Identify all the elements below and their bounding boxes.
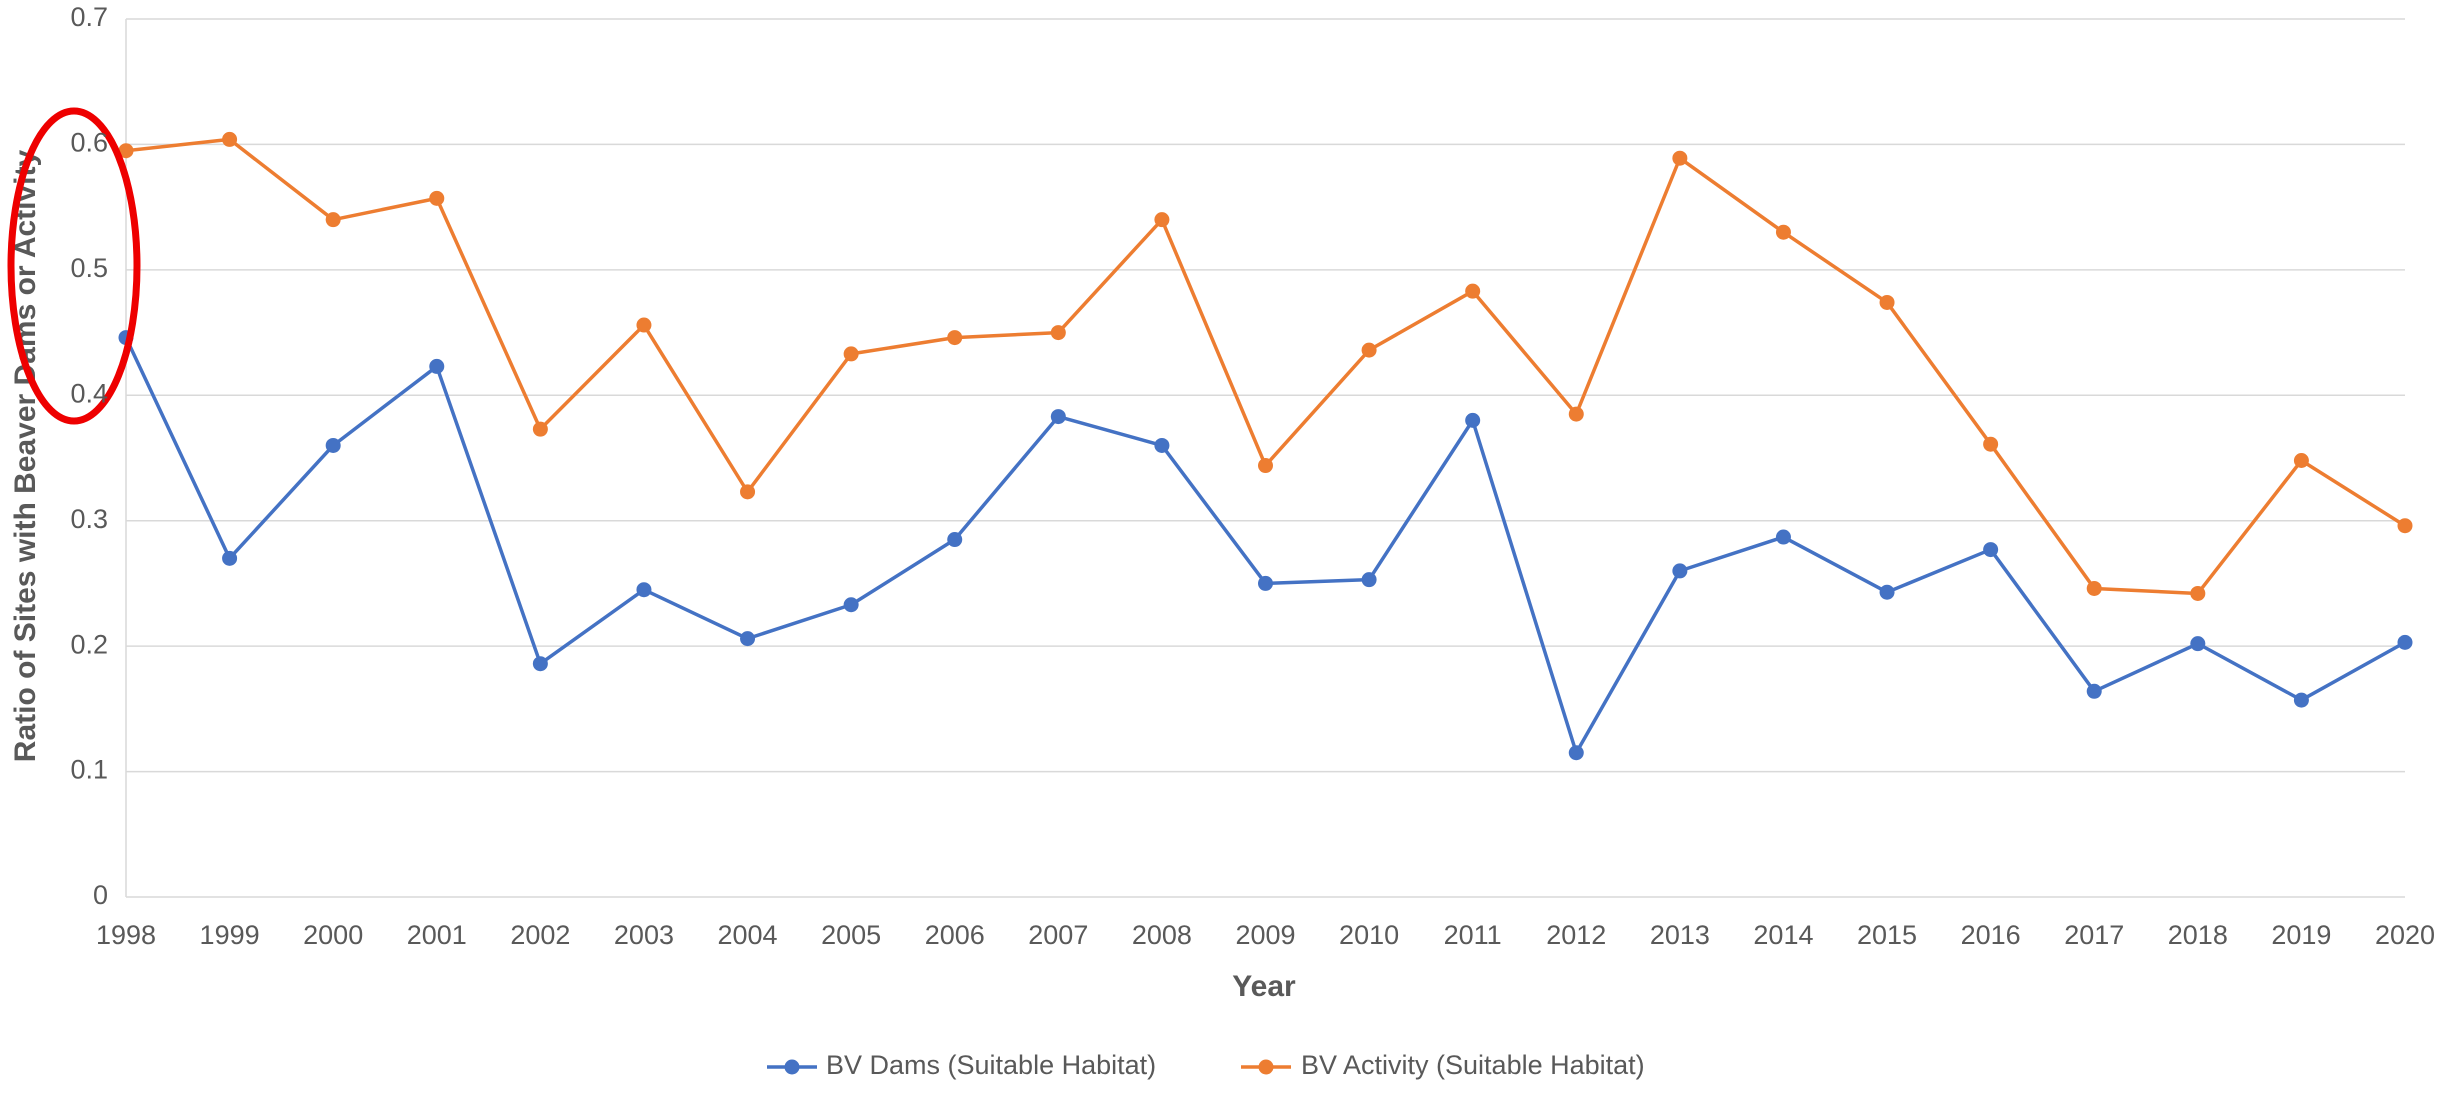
data-point [2086, 580, 2102, 596]
highlight-ellipse [7, 107, 141, 425]
data-point [1568, 406, 1584, 422]
x-tick-label: 2002 [510, 920, 570, 950]
x-tick-label: 2006 [925, 920, 985, 950]
data-point [325, 212, 341, 228]
data-point [1258, 458, 1273, 474]
y-tick-label: 0.5 [70, 253, 108, 283]
data-point [1154, 212, 1170, 228]
x-tick-label: 2003 [614, 920, 674, 950]
data-point [1983, 436, 1999, 452]
data-point [2086, 683, 2102, 699]
data-point [2293, 453, 2309, 469]
data-point [2190, 585, 2206, 601]
x-tick-label: 1999 [200, 920, 260, 950]
x-tick-label: 1998 [96, 920, 156, 950]
data-point [1154, 437, 1170, 453]
x-tick-label: 2018 [2168, 920, 2228, 950]
legend-marker [784, 1059, 800, 1075]
x-tick-label: 2008 [1132, 920, 1192, 950]
series-line [125, 137, 2406, 596]
x-axis-title: Year [1232, 970, 1296, 1003]
x-tick-label: 2001 [407, 920, 467, 950]
plot-area [118, 18, 2413, 898]
y-tick-label: 0.2 [70, 629, 108, 659]
legend-marker [1258, 1059, 1274, 1075]
data-point [843, 346, 859, 362]
x-tick-label: 2012 [1546, 920, 1606, 950]
data-point [843, 597, 859, 613]
x-tick-label: 2015 [1857, 920, 1917, 950]
data-point [947, 330, 963, 346]
x-tick-label: 2014 [1753, 920, 1813, 950]
data-point [429, 358, 445, 374]
data-point [1672, 563, 1688, 579]
data-point [1775, 529, 1791, 545]
data-point [429, 190, 445, 206]
data-point [2190, 636, 2206, 652]
data-point [532, 421, 548, 437]
data-point [222, 131, 238, 147]
data-point [1361, 572, 1377, 588]
data-point [1879, 294, 1895, 310]
x-tick-label: 2013 [1650, 920, 1710, 950]
x-tick-label: 2020 [2375, 920, 2435, 950]
data-point [532, 656, 548, 672]
data-point [1672, 150, 1688, 166]
data-point [1050, 325, 1066, 341]
y-tick-label: 0.1 [70, 755, 108, 785]
x-tick-label: 2017 [2064, 920, 2124, 950]
data-point [636, 317, 652, 333]
data-point [947, 532, 963, 548]
x-tick-label: 2007 [1028, 920, 1088, 950]
legend-label: BV Activity (Suitable Habitat) [1301, 1050, 1645, 1080]
data-point [1050, 409, 1066, 425]
data-point [1258, 575, 1273, 591]
x-tick-label: 2016 [1961, 920, 2021, 950]
data-point [1879, 584, 1895, 600]
data-point [1465, 283, 1481, 299]
data-point [2397, 518, 2413, 534]
data-point [1361, 342, 1377, 358]
y-tick-label: 0 [93, 880, 108, 910]
data-point [1568, 745, 1584, 761]
data-point [2397, 634, 2413, 650]
y-tick-label: 0.7 [70, 2, 108, 32]
legend-label: BV Dams (Suitable Habitat) [826, 1050, 1156, 1080]
data-point [1983, 542, 1999, 558]
x-tick-label: 2010 [1339, 920, 1399, 950]
data-point [2293, 692, 2309, 708]
x-tick-label: 2000 [303, 920, 363, 950]
data-point [1465, 412, 1481, 428]
data-point [1775, 224, 1791, 240]
y-tick-label: 0.6 [70, 128, 108, 158]
x-tick-label: 2004 [718, 920, 778, 950]
data-point [118, 143, 134, 159]
x-tick-label: 2005 [821, 920, 881, 950]
y-tick-label: 0.3 [70, 504, 108, 534]
data-point [222, 550, 238, 566]
data-point [740, 484, 756, 500]
x-tick-label: 2011 [1444, 920, 1502, 950]
data-point [636, 582, 652, 598]
y-tick-label: 0.4 [70, 378, 108, 408]
x-tick-label: 2009 [1235, 920, 1295, 950]
data-point [740, 631, 756, 647]
data-point [325, 437, 341, 453]
x-tick-label: 2019 [2271, 920, 2331, 950]
